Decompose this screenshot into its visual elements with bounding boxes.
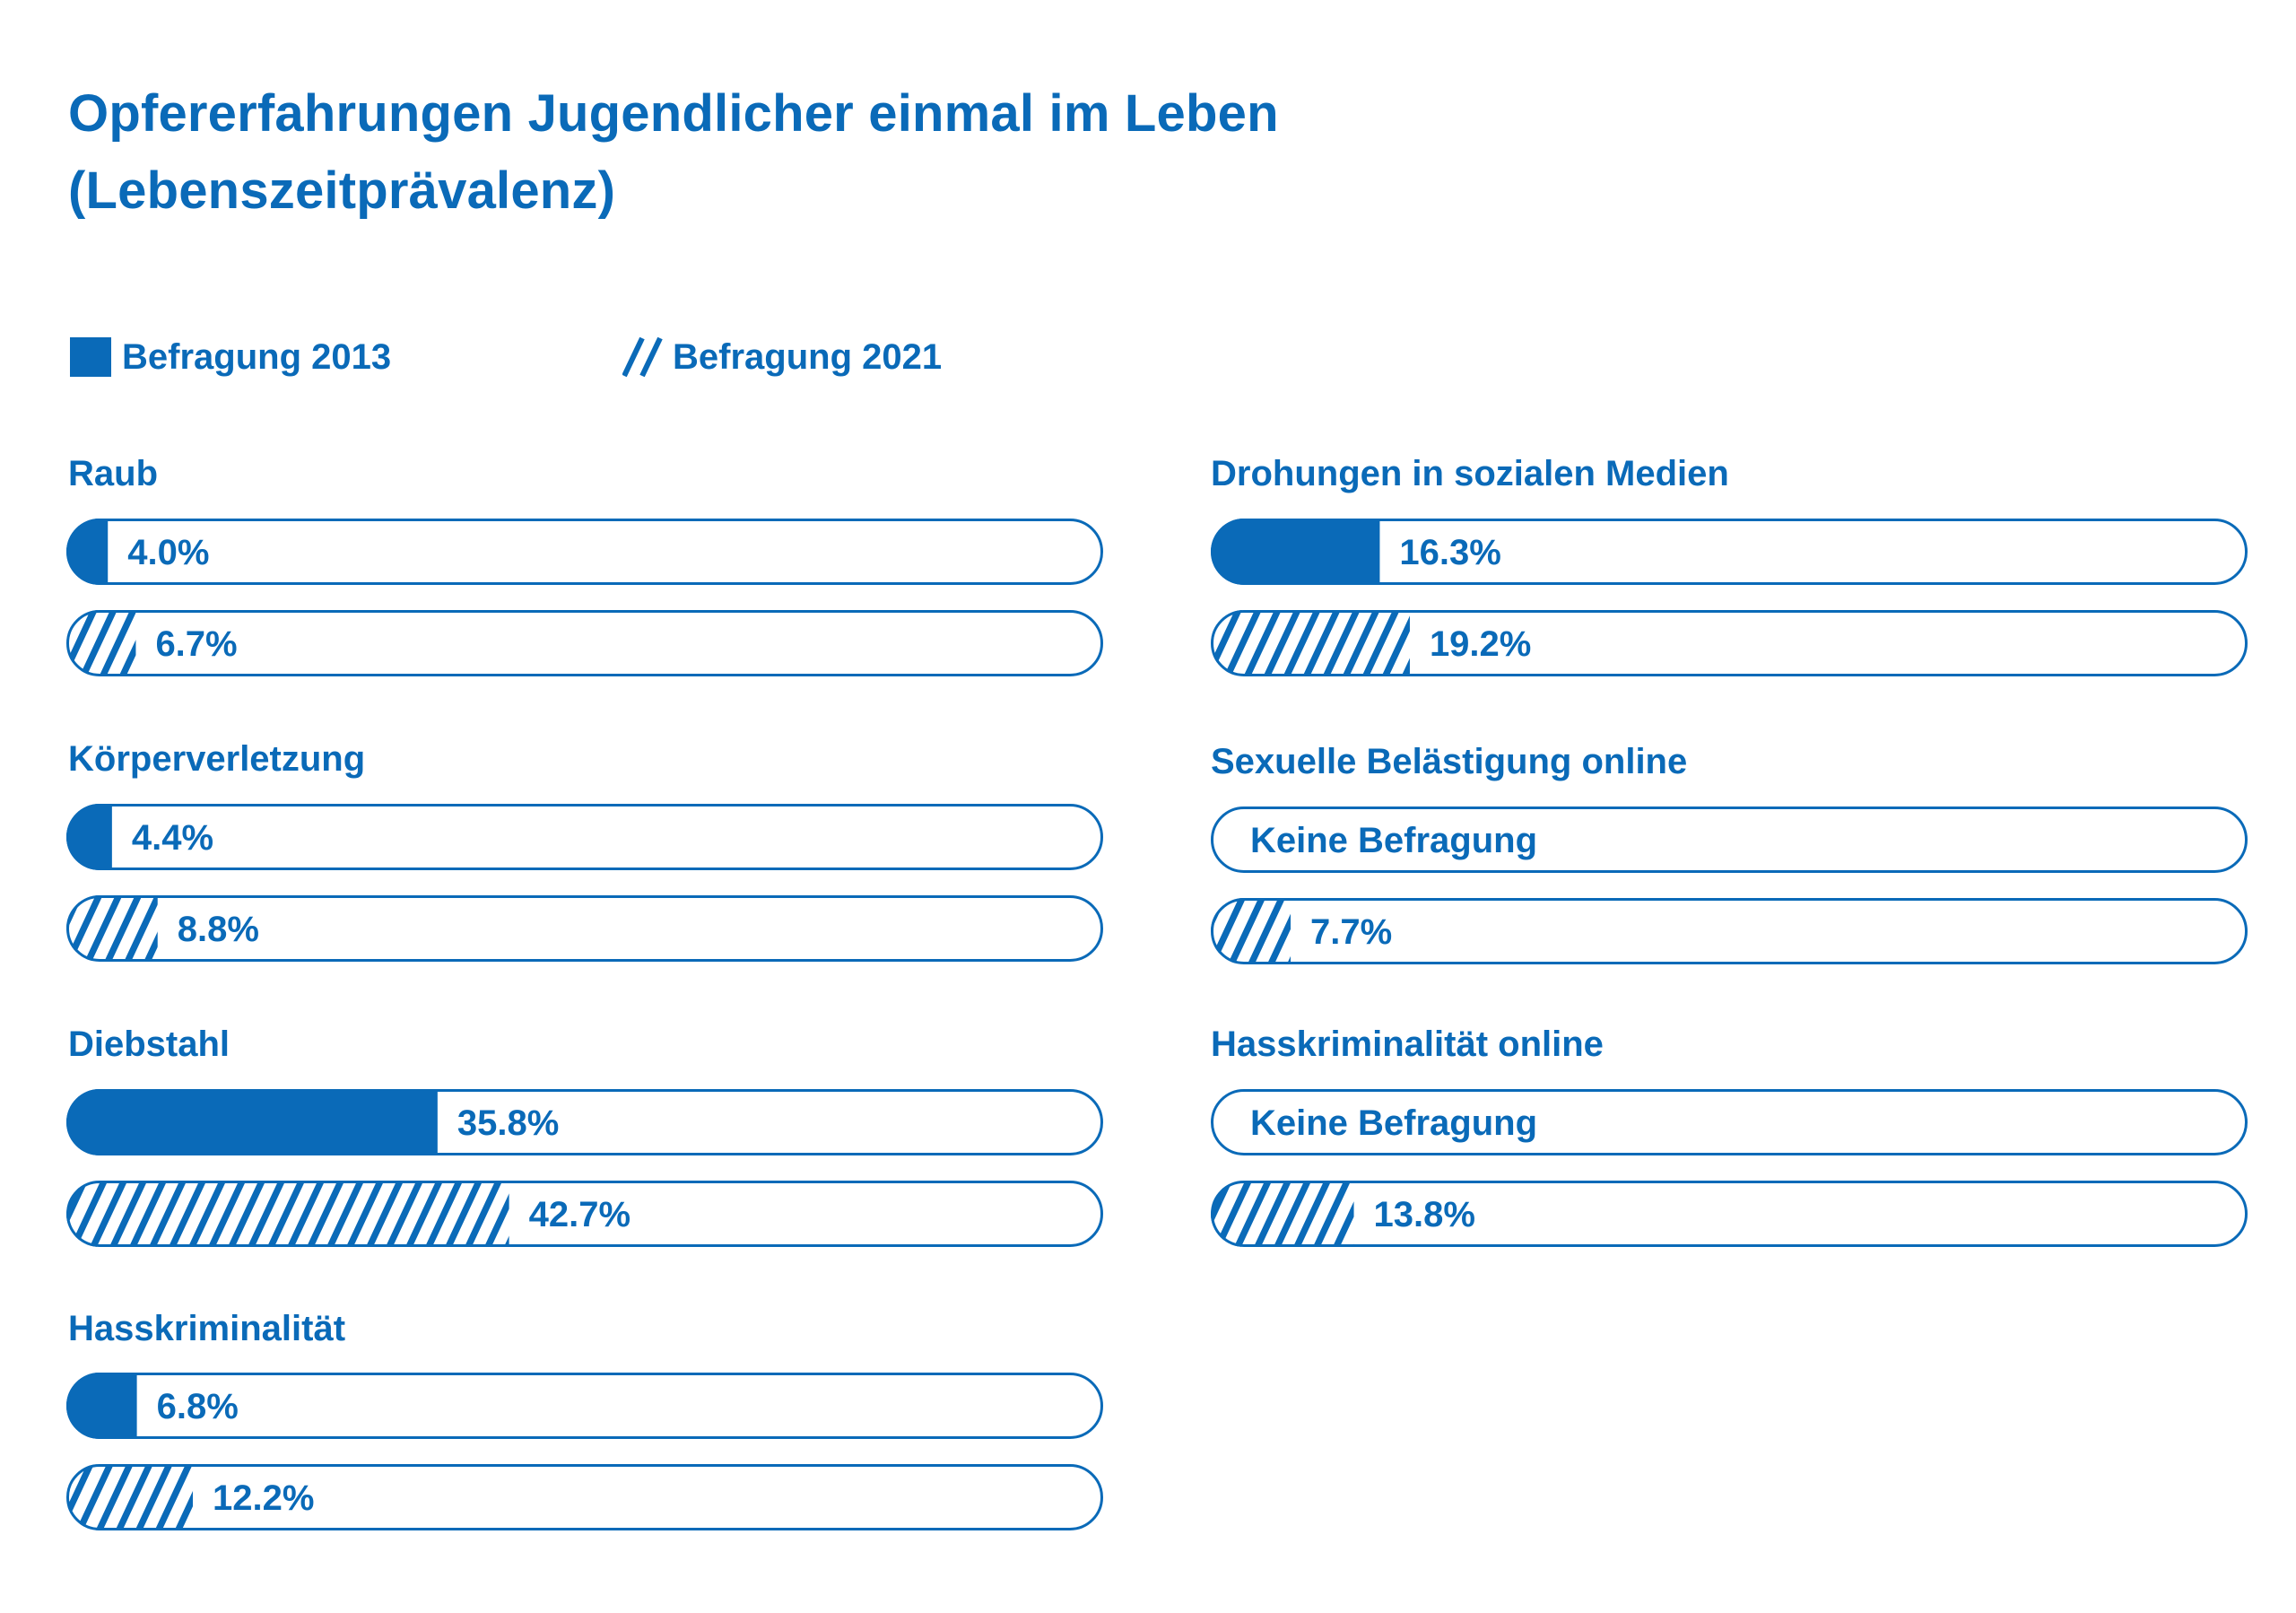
group-label-hasskriminalitaet-online: Hasskriminalität online (1211, 1024, 1604, 1064)
bar-value-label: 8.8% (178, 910, 259, 949)
bar-track (1211, 610, 2248, 676)
bar-track (66, 1181, 1103, 1247)
bar-fill (66, 519, 109, 585)
bar-track (1211, 806, 2248, 873)
bar-track (66, 804, 1103, 870)
bar-value-label: 4.4% (132, 818, 213, 858)
bar-row: 6.7% (66, 610, 1103, 676)
legend-label-2021: Befragung 2021 (673, 336, 943, 377)
bar-value-label: 19.2% (1430, 624, 1531, 664)
bar-row: 16.3% (1211, 519, 2248, 585)
bar-row: 35.8% (66, 1089, 1103, 1155)
group-label-sexuelle-belaestigung: Sexuelle Belästigung online (1211, 742, 1688, 781)
bar-value-label: 6.8% (157, 1387, 239, 1426)
bar-row: 42.7% (66, 1181, 1103, 1247)
bar-track (66, 1089, 1103, 1155)
bar-row: 13.8% (1211, 1181, 2248, 1247)
bar-track (1211, 1181, 2248, 1247)
legend-item-2021: Befragung 2021 (622, 336, 942, 378)
bar-row: 4.0% (66, 519, 1103, 585)
chart-title: Opfererfahrungen Jugendlicher einmal im … (68, 75, 1279, 230)
bar-fill (66, 1089, 438, 1155)
bar-row: 6.8% (66, 1373, 1103, 1439)
chart-title-line-2: (Lebenszeitprävalenz) (68, 161, 616, 220)
bar-fill (1211, 610, 1410, 676)
bar-value-label: Keine Befragung (1250, 1103, 1537, 1143)
bar-row: 19.2% (1211, 610, 2248, 676)
legend-swatch-solid-icon (70, 337, 111, 377)
bar-track (66, 1464, 1103, 1530)
group-label-hasskriminalitaet: Hasskriminalität (68, 1309, 346, 1348)
chart-title-line-1: Opfererfahrungen Jugendlicher einmal im … (68, 84, 1279, 143)
bar-value-label: 6.7% (155, 624, 237, 664)
bar-track (1211, 519, 2248, 585)
legend-label-2013: Befragung 2013 (122, 336, 392, 377)
bar-value-label: 4.0% (127, 533, 209, 572)
bar-track (1211, 1089, 2248, 1155)
group-label-koerperverletzung: Körperverletzung (68, 739, 366, 779)
bar-fill (1211, 519, 1380, 585)
bar-fill (1211, 1181, 1354, 1247)
bar-track (66, 610, 1103, 676)
legend-item-2013: Befragung 2013 (70, 337, 391, 378)
bar-row: 12.2% (66, 1464, 1103, 1530)
group-label-raub: Raub (68, 454, 158, 493)
bar-value-label: 13.8% (1374, 1195, 1475, 1234)
legend-swatch-hatched-icon (622, 336, 663, 378)
bar-row: 7.7% (1211, 898, 2248, 964)
bar-track (66, 1373, 1103, 1439)
bar-value-label: 16.3% (1399, 533, 1500, 572)
bar-row: Keine Befragung (1211, 1089, 2248, 1155)
bar-row: 4.4% (66, 804, 1103, 870)
bar-track (66, 895, 1103, 962)
group-label-diebstahl: Diebstahl (68, 1024, 230, 1064)
bar-row: Keine Befragung (1211, 806, 2248, 873)
bar-fill (66, 1181, 509, 1247)
legend: Befragung 2013 (70, 332, 391, 382)
legend-2021: Befragung 2021 (622, 332, 942, 382)
bar-value-label: 12.2% (213, 1478, 314, 1518)
bar-value-label: 42.7% (529, 1195, 631, 1234)
bar-track (1211, 898, 2248, 964)
bar-value-label: Keine Befragung (1250, 821, 1537, 860)
bar-fill (66, 895, 158, 962)
group-label-drohungen: Drohungen in sozialen Medien (1211, 454, 1729, 493)
bar-fill (66, 804, 112, 870)
bar-value-label: 35.8% (457, 1103, 559, 1143)
bar-value-label: 7.7% (1310, 912, 1392, 952)
bar-track (66, 519, 1103, 585)
bar-row: 8.8% (66, 895, 1103, 962)
bar-fill (66, 1464, 194, 1530)
bar-fill (1211, 898, 1292, 964)
